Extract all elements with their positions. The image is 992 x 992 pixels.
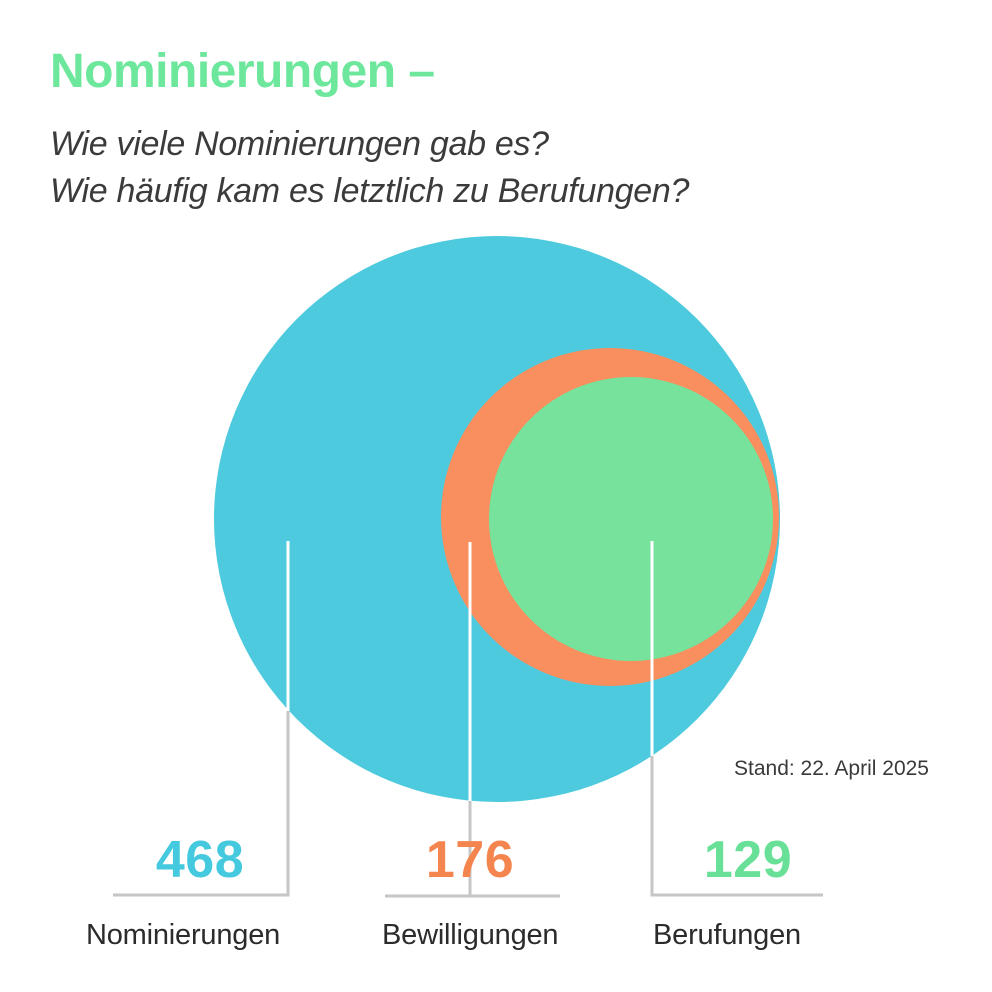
- value-bewilligungen: 176: [425, 831, 515, 889]
- subtitle-line-1: Wie viele Nominierungen gab es?: [50, 125, 549, 163]
- date-note: Stand: 22. April 2025: [734, 757, 929, 780]
- label-berufungen: Berufungen: [653, 919, 801, 951]
- page-title: Nominierungen –: [50, 45, 435, 98]
- label-nominierungen: Nominierungen: [86, 919, 281, 951]
- subtitle: Wie viele Nominierungen gab es? Wie häuf…: [50, 121, 689, 215]
- berufungen-circle: [489, 377, 773, 661]
- label-bewilligungen: Bewilligungen: [382, 919, 559, 951]
- subtitle-line-2: Wie häufig kam es letztlich zu Berufunge…: [50, 172, 690, 210]
- value-berufungen: 129: [703, 831, 793, 889]
- value-nominierungen: 468: [155, 831, 245, 889]
